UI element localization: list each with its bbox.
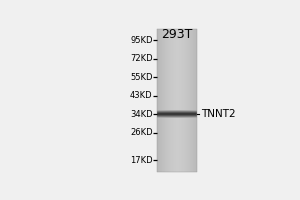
Bar — [196, 29, 197, 172]
Bar — [172, 29, 173, 172]
Bar — [164, 29, 165, 172]
Bar — [195, 29, 196, 172]
Bar — [157, 29, 158, 172]
Text: 26KD: 26KD — [130, 128, 153, 137]
Bar — [186, 29, 187, 172]
Text: 72KD: 72KD — [130, 54, 153, 63]
Bar — [168, 29, 169, 172]
Bar — [177, 29, 178, 172]
Bar — [170, 29, 171, 172]
Bar — [159, 29, 160, 172]
Bar — [184, 29, 185, 172]
Bar — [175, 29, 176, 172]
Text: 55KD: 55KD — [130, 73, 153, 82]
Bar — [179, 29, 180, 172]
Text: 293T: 293T — [161, 28, 193, 41]
Bar — [189, 29, 190, 172]
Text: TNNT2: TNNT2 — [201, 109, 236, 119]
Bar — [192, 29, 193, 172]
Bar — [160, 29, 161, 172]
Bar — [166, 29, 167, 172]
Bar — [162, 29, 163, 172]
Bar — [185, 29, 186, 172]
Bar — [167, 29, 168, 172]
Bar — [157, 29, 197, 172]
Bar — [187, 29, 188, 172]
Bar — [158, 29, 159, 172]
Bar — [171, 29, 172, 172]
Bar — [181, 29, 182, 172]
Bar — [163, 29, 164, 172]
Text: 95KD: 95KD — [130, 36, 153, 45]
Text: 34KD: 34KD — [130, 110, 153, 119]
Text: 43KD: 43KD — [130, 91, 153, 100]
Bar — [193, 29, 194, 172]
Bar — [178, 29, 179, 172]
Bar — [165, 29, 166, 172]
Bar — [161, 29, 162, 172]
Bar — [182, 29, 183, 172]
Bar — [173, 29, 174, 172]
Bar — [188, 29, 189, 172]
Bar — [191, 29, 192, 172]
Text: 17KD: 17KD — [130, 156, 153, 165]
Bar — [190, 29, 191, 172]
Bar — [180, 29, 181, 172]
Bar — [183, 29, 184, 172]
Bar — [176, 29, 177, 172]
Bar — [169, 29, 170, 172]
Bar — [194, 29, 195, 172]
Bar — [174, 29, 175, 172]
